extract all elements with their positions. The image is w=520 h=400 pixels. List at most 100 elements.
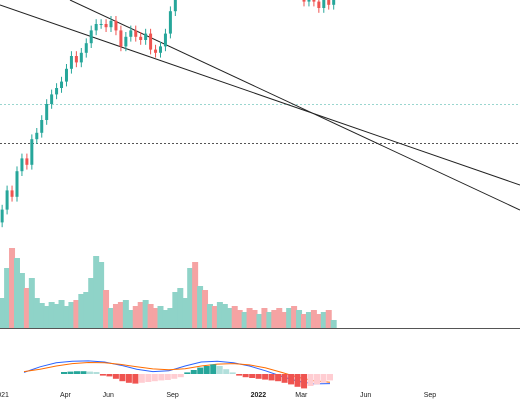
x-tick-label: Mar (295, 392, 308, 399)
volume-bar (98, 262, 105, 328)
volume-bar (241, 312, 248, 328)
volume-bar (88, 278, 95, 328)
volume-bar (112, 304, 119, 328)
macd-histogram-bar (177, 374, 184, 378)
candle-body (168, 11, 172, 34)
volume-bar (296, 310, 303, 328)
volume-bar (221, 304, 228, 328)
candle-body (119, 30, 123, 47)
candle-body (144, 33, 148, 40)
macd-histogram-bar (184, 372, 191, 374)
volume-bar (187, 268, 194, 328)
macd-histogram-bar (86, 371, 93, 374)
macd-histogram-bar (61, 372, 67, 374)
macd-histogram-bar (125, 374, 132, 383)
volume-bar (38, 303, 45, 328)
candle-body (10, 190, 14, 197)
volume-bar (325, 310, 332, 328)
candle-body (99, 24, 103, 25)
volume-bar (246, 308, 253, 328)
candle-body (104, 24, 108, 28)
volume-bar (276, 308, 283, 328)
volume-bar (266, 312, 273, 328)
volume-bar (291, 306, 298, 328)
macd-histogram-bar (320, 374, 327, 383)
volume-bar (167, 308, 174, 328)
x-axis: 2021 Apr Jun Sep 2022 Mar Jun Sep (0, 392, 436, 399)
candle-body (302, 0, 306, 2)
volume-bar (216, 302, 223, 328)
macd-histogram-bar (216, 366, 223, 374)
volume-bar (162, 310, 169, 328)
volume-bar (9, 248, 16, 328)
candle-body (74, 56, 78, 63)
macd-histogram-bar (242, 374, 249, 378)
candle-body (158, 46, 162, 53)
volume-bar (172, 292, 179, 328)
candle-body (89, 30, 93, 44)
volume-bar (202, 290, 209, 328)
volume-bar (58, 300, 65, 328)
volume-bar (182, 298, 189, 328)
candle-body (129, 30, 133, 37)
macd-histogram-bar (288, 374, 295, 385)
candle-body (50, 94, 54, 104)
macd-histogram-bar (171, 374, 178, 379)
volume-bar (142, 300, 149, 328)
volume-bar (251, 310, 258, 328)
volume-bar (320, 312, 327, 328)
macd-histogram-bar (307, 374, 314, 386)
x-tick-label: Jun (360, 392, 371, 399)
volume-bar (83, 292, 90, 328)
volume-bar (286, 308, 293, 328)
volume-bar (18, 273, 25, 328)
candle-body (149, 33, 153, 50)
macd-histogram-bar (73, 371, 80, 374)
volume-bar (108, 308, 115, 328)
macd-layer (23, 360, 333, 389)
volume-bar (147, 304, 154, 328)
macd-histogram-bar (301, 374, 308, 389)
candle-body (25, 158, 29, 165)
volume-bar (271, 310, 278, 328)
volume-bar (137, 302, 144, 328)
volume-bar (43, 306, 50, 328)
macd-histogram-bar (119, 374, 126, 382)
volume-bar (192, 262, 199, 328)
volume-bar (206, 304, 213, 328)
macd-histogram-bar (229, 372, 236, 374)
volume-bar (256, 314, 263, 328)
candle-body (139, 36, 143, 40)
macd-histogram-bar (145, 374, 152, 382)
dotted-levels-layer (0, 104, 520, 144)
x-tick-label: Apr (60, 392, 72, 399)
volume-bar (13, 258, 20, 328)
candle-body (332, 0, 336, 5)
candle-body (30, 139, 34, 165)
macd-histogram-bar (197, 367, 204, 374)
volume-bar (301, 314, 307, 328)
candle-body (35, 132, 39, 140)
candle-body (109, 20, 113, 28)
trendline-lower (0, 4, 520, 186)
volume-bar (73, 300, 80, 328)
volume-bar (4, 268, 11, 328)
candle-body (64, 68, 68, 82)
candle-body (5, 190, 9, 210)
candle-body (60, 81, 64, 88)
macd-histogram-bar (268, 374, 275, 381)
candle-body (84, 43, 88, 53)
volume-bar (63, 306, 70, 328)
macd-histogram-bar (255, 374, 262, 379)
candle-body (20, 158, 24, 172)
volume-bar (78, 294, 85, 328)
x-tick-label: 2022 (251, 392, 267, 399)
macd-histogram-bar (223, 369, 230, 374)
volume-bar (0, 298, 6, 328)
macd-histogram-bar (281, 374, 288, 383)
volume-bar (127, 310, 134, 328)
candle-body (154, 49, 158, 53)
volume-bar (157, 306, 164, 328)
macd-histogram-bar (164, 374, 171, 380)
macd-histogram-bar (132, 374, 139, 384)
